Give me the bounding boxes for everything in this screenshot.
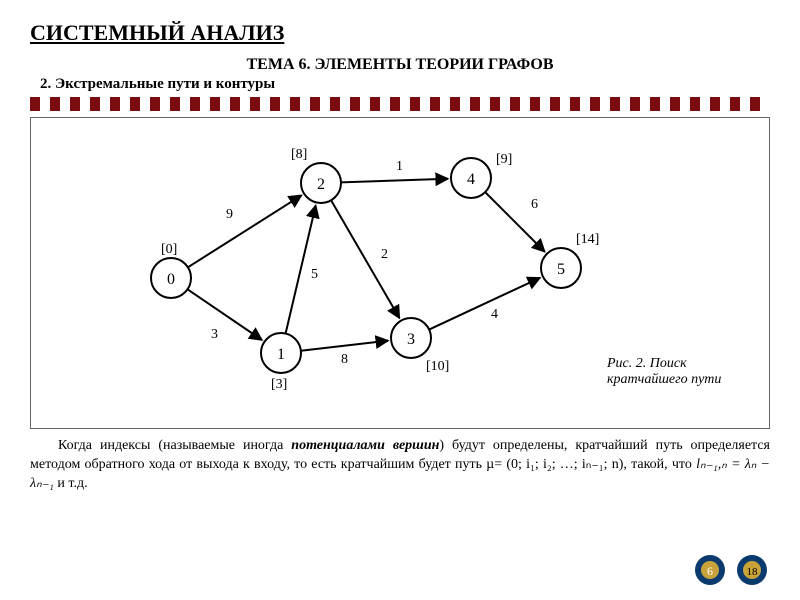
gear-icon-left: 6 <box>692 552 728 588</box>
edge-weight: 6 <box>531 197 538 212</box>
gear-svg: 18 <box>734 552 770 588</box>
diagram-caption: Рис. 2. Поиск кратчайшего пути <box>607 356 757 388</box>
edge-weight: 9 <box>226 207 233 222</box>
node-label: 5 <box>557 261 565 278</box>
theme-title: ТЕМА 6. ЭЛЕМЕНТЫ ТЕОРИИ ГРАФОВ <box>30 56 770 74</box>
body-paragraph: Когда индексы (называемые иногда потенци… <box>30 437 770 494</box>
gear-icon-right: 18 <box>734 552 770 588</box>
node-potential: [10] <box>426 359 449 374</box>
edge <box>188 195 302 267</box>
node-potential: [0] <box>161 242 177 257</box>
edge <box>341 179 448 183</box>
node-potential: [9] <box>496 152 512 167</box>
node-label: 0 <box>167 271 175 288</box>
edge <box>429 278 540 330</box>
node-potential: [8] <box>291 147 307 162</box>
page-badge: 6 18 <box>692 552 770 588</box>
gear-svg: 6 <box>692 552 728 588</box>
edge <box>188 289 262 340</box>
node-label: 1 <box>277 346 285 363</box>
edge <box>331 200 399 318</box>
main-title: СИСТЕМНЫЙ АНАЛИЗ <box>30 20 770 46</box>
diagram-box: 9 3 5 8 2 1 4 6 0 [0] 1 [3] 2 [8] 3 [10] 4 [9] 5 [14] Рис. … <box>30 117 770 429</box>
edge-weight: 2 <box>381 247 388 262</box>
gear-right-num: 18 <box>747 566 759 578</box>
node-label: 2 <box>317 176 325 193</box>
separator-bar <box>30 97 770 111</box>
para-pre: Когда индексы (называемые иногда <box>58 438 291 453</box>
edge-weight: 4 <box>491 307 498 322</box>
graph-diagram: 9 3 5 8 2 1 4 6 0 [0] 1 [3] 2 [8] 3 [10] 4 [9] 5 [14] <box>131 128 611 398</box>
edge <box>301 341 388 351</box>
gear-left-num: 6 <box>707 564 713 578</box>
edge-weight: 3 <box>211 327 218 342</box>
node-label: 4 <box>467 171 475 188</box>
para-emph: потенциалами вершин <box>291 438 439 453</box>
node-label: 3 <box>407 331 415 348</box>
edge-weight: 1 <box>396 159 403 174</box>
node-potential: [14] <box>576 232 599 247</box>
edge-weight: 5 <box>311 267 318 282</box>
para-post: и т.д. <box>54 476 88 491</box>
node-potential: [3] <box>271 377 287 392</box>
sub-title: 2. Экстремальные пути и контуры <box>40 76 770 93</box>
edge-weight: 8 <box>341 352 348 367</box>
